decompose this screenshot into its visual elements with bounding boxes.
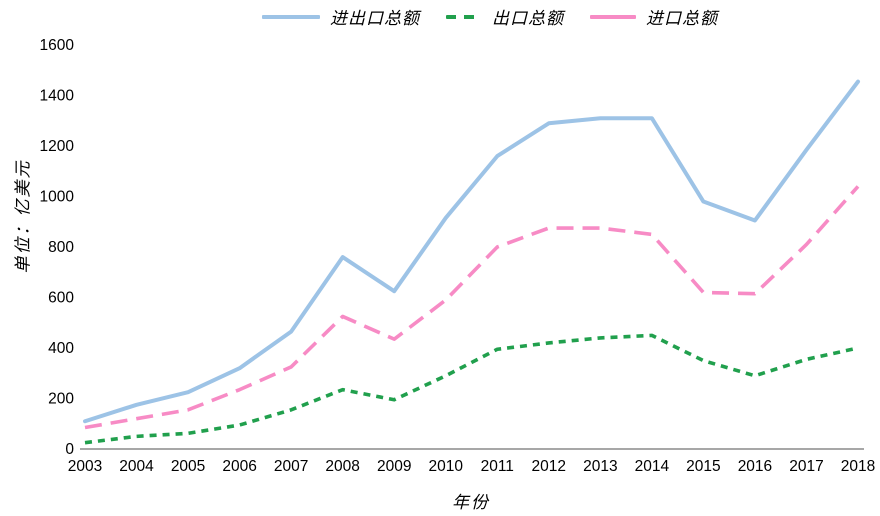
series-line-2 [84, 185, 860, 430]
x-tick-label: 2009 [377, 458, 411, 475]
x-tick-label: 2013 [583, 458, 617, 475]
x-tick-label: 2004 [119, 458, 154, 475]
legend-item-import: 进口总额 [590, 4, 718, 29]
x-tick-label: 2015 [686, 458, 720, 475]
legend-item-total: 进出口总额 [262, 4, 420, 29]
legend-label-total: 进出口总额 [330, 9, 420, 28]
x-tick-label: 2007 [274, 458, 308, 475]
legend-swatch-import-dash-icon [590, 14, 636, 19]
y-tick-label: 600 [48, 290, 74, 307]
x-tick-label: 2006 [222, 458, 256, 475]
y-tick-label: 1200 [40, 138, 75, 155]
chart-legend: 进出口总额 出口总额 进口总额 [50, 4, 880, 29]
x-tick-label: 2005 [171, 458, 205, 475]
y-tick-label: 400 [48, 340, 74, 357]
legend-label-export: 出口总额 [492, 9, 564, 28]
x-tick-label: 2003 [68, 458, 102, 475]
x-tick-label: 2008 [325, 458, 359, 475]
y-tick-label: 1600 [40, 37, 75, 54]
y-tick-label: 0 [65, 441, 74, 458]
x-tick-label: 2014 [635, 458, 670, 475]
legend-item-export: 出口总额 [446, 4, 564, 29]
y-tick-label: 1400 [40, 88, 75, 105]
series-line-1 [84, 333, 859, 445]
legend-swatch-export-dash-icon [446, 14, 482, 19]
x-axis-title: 年份 [452, 493, 490, 512]
x-tick-label: 2011 [481, 458, 514, 475]
legend-swatch-total-line-icon [262, 14, 320, 19]
x-tick-label: 2017 [789, 458, 823, 475]
y-tick-label: 800 [48, 239, 74, 256]
x-tick-label: 2018 [841, 458, 875, 475]
x-tick-label: 2016 [738, 458, 772, 475]
y-tick-label: 200 [48, 391, 74, 408]
y-tick-label: 1000 [40, 189, 75, 206]
x-tick-label: 2012 [532, 458, 566, 475]
series-line-0 [83, 79, 860, 424]
legend-label-import: 进口总额 [646, 9, 718, 28]
x-tick-label: 2010 [428, 458, 463, 475]
